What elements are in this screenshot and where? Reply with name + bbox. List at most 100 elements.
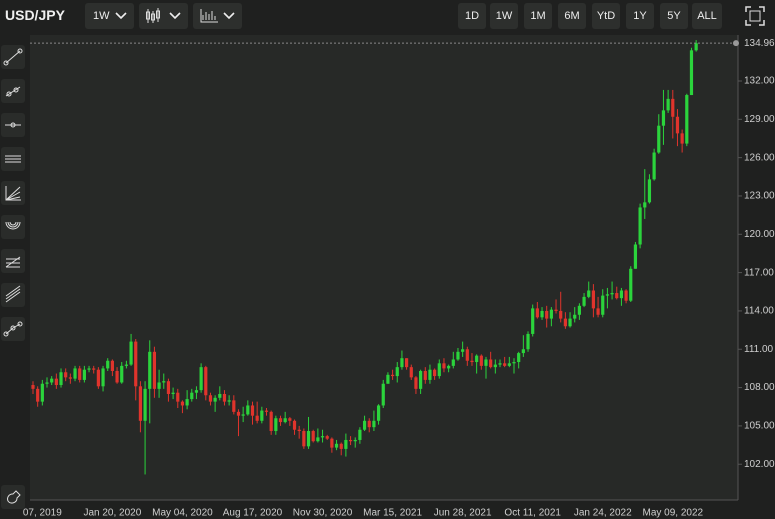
- candle-body: [582, 296, 586, 306]
- candle-body: [507, 363, 511, 366]
- candle-body: [269, 411, 273, 432]
- fullscreen-button[interactable]: [740, 3, 770, 29]
- range-button[interactable]: 1W: [490, 3, 518, 29]
- candle-body: [162, 381, 166, 383]
- magnet-tool[interactable]: [1, 485, 25, 509]
- candle-body: [568, 318, 572, 327]
- candle-body: [587, 290, 591, 297]
- candle-body: [479, 355, 483, 366]
- candle-body: [106, 360, 110, 369]
- chevron: [115, 12, 127, 20]
- candle-body: [517, 353, 521, 363]
- chart-type-dropdown[interactable]: [139, 3, 188, 29]
- candle-body: [288, 418, 292, 421]
- candle-body: [82, 369, 86, 380]
- range-button[interactable]: 5Y: [660, 3, 688, 29]
- candle-body: [685, 95, 689, 144]
- candle-body: [549, 309, 553, 319]
- candle-body: [475, 355, 479, 363]
- symbol[interactable]: USD/JPY: [5, 7, 65, 23]
- x-tick-label: Nov 30, 2020: [293, 508, 353, 519]
- trend-line-tool[interactable]: [1, 45, 25, 69]
- candle-body: [638, 207, 642, 245]
- icon: [5, 86, 21, 97]
- candle-body: [633, 244, 638, 269]
- range-button[interactable]: 1D: [458, 3, 486, 29]
- candle-body: [36, 388, 40, 402]
- last-price-dot: [733, 40, 739, 47]
- candle-body: [465, 349, 469, 361]
- candle-body: [489, 359, 493, 368]
- range-button[interactable]: YtD: [592, 3, 620, 29]
- y-tick-label: 117.00: [744, 267, 774, 278]
- candle-body: [302, 431, 306, 447]
- candle-body: [96, 369, 100, 387]
- candle-body: [605, 294, 610, 296]
- candle-body: [278, 418, 283, 423]
- candle-body: [577, 305, 581, 315]
- candle-body: [120, 365, 124, 383]
- candle-body: [255, 415, 259, 421]
- y-tick-label: 114.00: [744, 306, 774, 317]
- icon: [5, 221, 21, 230]
- horizontal-line-tool[interactable]: [1, 113, 25, 137]
- candle-body: [54, 378, 58, 386]
- candle-body: [101, 368, 105, 387]
- candle-body: [442, 363, 446, 369]
- range-button[interactable]: 1Y: [626, 3, 654, 29]
- candle-body: [390, 374, 395, 377]
- candle-body: [134, 341, 138, 387]
- candle-body: [624, 290, 628, 301]
- candle-body: [461, 349, 465, 352]
- x-tick-label: May 04, 2020: [152, 508, 213, 519]
- fan-tool[interactable]: [1, 181, 25, 205]
- y-tick-label: 126.00: [744, 152, 775, 163]
- y-tick-label: 108.00: [744, 382, 775, 393]
- candle-body: [381, 383, 385, 406]
- pitchfork-tool[interactable]: [1, 283, 25, 307]
- candle-body: [68, 377, 72, 379]
- candle-body: [535, 308, 539, 318]
- candle-body: [208, 395, 213, 402]
- candle-body: [73, 368, 77, 379]
- range-button[interactable]: 1M: [524, 3, 552, 29]
- candle-body: [610, 293, 614, 295]
- candle-body: [171, 392, 175, 394]
- fib-tool[interactable]: [1, 249, 25, 273]
- candle-body: [143, 388, 147, 421]
- candle-body: [470, 360, 474, 363]
- candle-body: [680, 133, 684, 144]
- interval: 1W: [93, 10, 110, 22]
- candle-body: [250, 405, 255, 416]
- x-tick-label: May 09, 2022: [642, 508, 703, 519]
- candle-body: [330, 438, 334, 448]
- candle-body: [353, 439, 357, 442]
- range-button[interactable]: ALL: [692, 3, 722, 29]
- candle-body: [232, 400, 236, 412]
- candle-body: [545, 310, 549, 319]
- candle-body: [456, 351, 460, 360]
- path-tool[interactable]: [1, 317, 25, 341]
- candle-body: [540, 310, 544, 318]
- candle-body: [157, 382, 161, 389]
- range-button[interactable]: 6M: [558, 3, 586, 29]
- arc-tool[interactable]: [1, 215, 25, 239]
- candle-body: [129, 341, 133, 365]
- ray-tool[interactable]: [1, 79, 25, 103]
- candle-body: [222, 393, 227, 402]
- candle-body: [400, 358, 404, 368]
- candle-body: [675, 116, 680, 134]
- candle-body: [194, 390, 199, 393]
- channel-tool[interactable]: [1, 147, 25, 171]
- candle-body: [498, 363, 502, 365]
- interval-dropdown[interactable]: 1W: [85, 3, 134, 29]
- candle-body: [573, 314, 577, 319]
- candle-body: [199, 367, 203, 391]
- candle-body: [563, 318, 567, 327]
- candle-body: [190, 392, 194, 400]
- candle-body: [521, 349, 525, 354]
- candle-body: [526, 333, 530, 350]
- candle-body: [152, 351, 157, 389]
- indicator-dropdown[interactable]: [193, 3, 242, 29]
- candle-body: [348, 439, 353, 442]
